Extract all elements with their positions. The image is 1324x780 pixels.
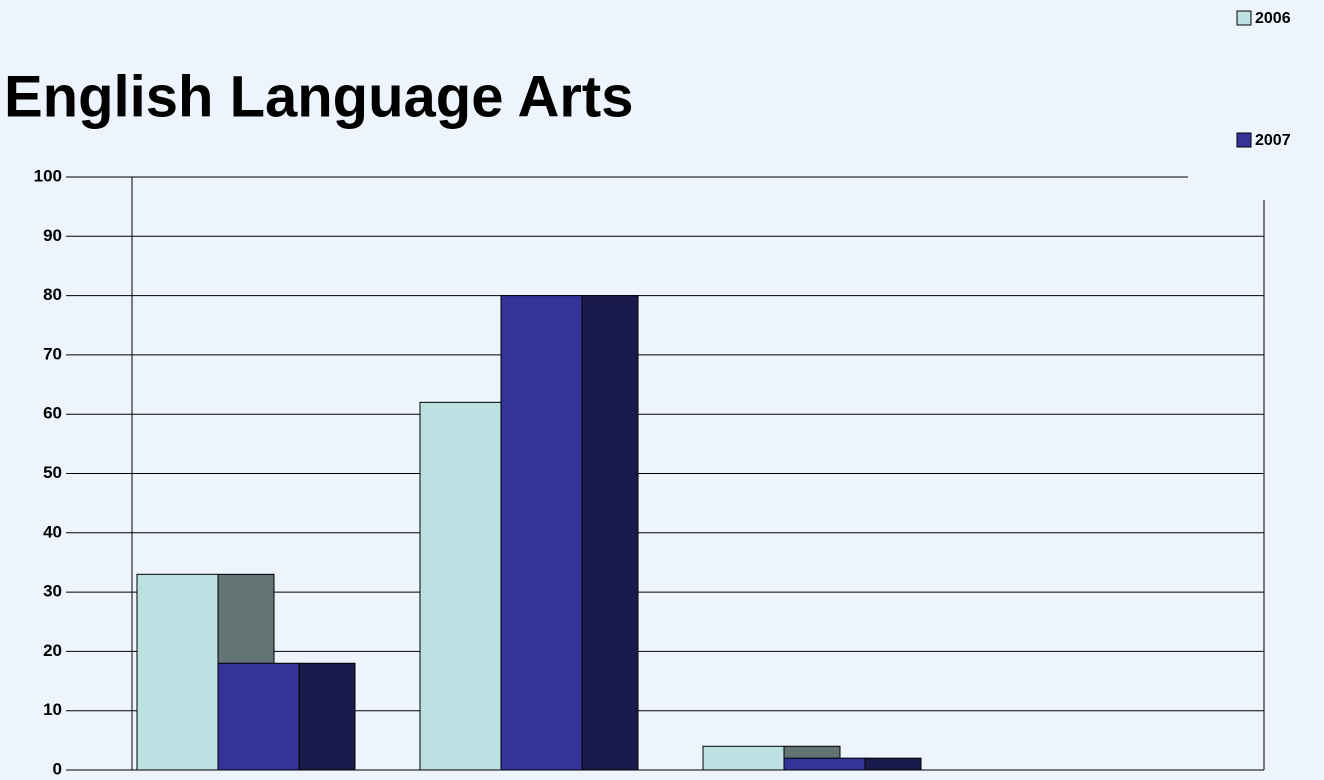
y-tick-label: 100: [34, 166, 62, 185]
legend-label: 2007: [1255, 132, 1291, 149]
y-tick-label: 0: [53, 759, 62, 778]
y-tick-label: 40: [43, 522, 62, 541]
y-tick-label: 70: [43, 344, 62, 363]
y-tick-label: 30: [43, 582, 62, 601]
legend-label: 2006: [1255, 10, 1291, 27]
bar: [702, 745, 785, 771]
y-tick-label: 80: [43, 285, 62, 304]
bar: [217, 662, 300, 771]
legend-swatch: [1236, 132, 1252, 148]
y-tick-label: 50: [43, 463, 62, 482]
bar: [500, 295, 583, 771]
bar-side: [581, 295, 639, 771]
chart-title: English Language Arts: [4, 64, 633, 129]
bar-side: [298, 662, 356, 771]
bar: [136, 573, 219, 771]
y-tick-label: 60: [43, 404, 62, 423]
legend-swatch: [1236, 10, 1252, 26]
y-tick-label: 90: [43, 226, 62, 245]
bar-side: [864, 757, 922, 771]
bar: [783, 757, 866, 771]
bar: [419, 401, 502, 771]
y-tick-label: 10: [43, 700, 62, 719]
y-tick-label: 20: [43, 641, 62, 660]
